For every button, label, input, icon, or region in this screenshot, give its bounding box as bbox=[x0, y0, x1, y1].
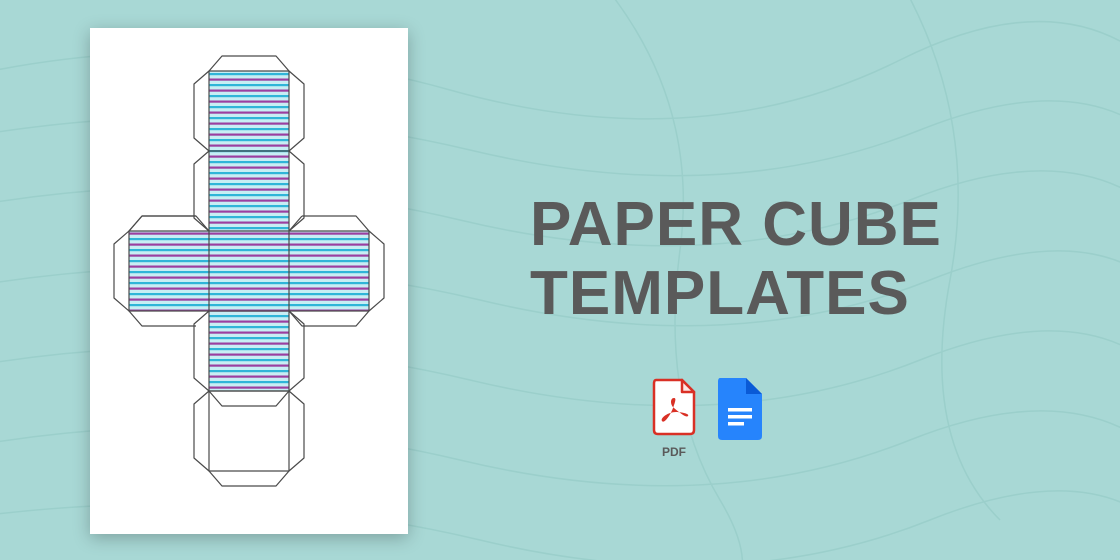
title-line-2: TEMPLATES bbox=[530, 259, 1090, 328]
pdf-label: PDF bbox=[650, 445, 698, 459]
format-icons-row: PDF bbox=[650, 378, 764, 459]
title-block: PAPER CUBE TEMPLATES bbox=[530, 190, 1090, 329]
google-docs-icon bbox=[716, 378, 764, 440]
template-paper bbox=[90, 28, 408, 534]
title-line-1: PAPER CUBE bbox=[530, 190, 1090, 259]
pdf-icon bbox=[650, 378, 698, 436]
pdf-icon-group: PDF bbox=[650, 378, 698, 459]
cube-net-diagram bbox=[90, 28, 408, 534]
